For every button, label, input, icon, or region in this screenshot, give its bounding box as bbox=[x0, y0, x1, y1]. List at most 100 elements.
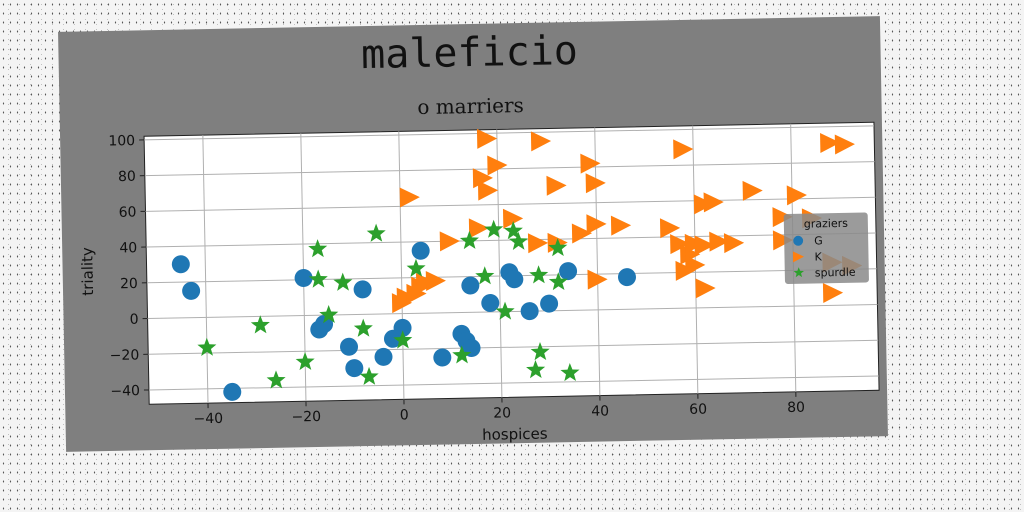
data-point bbox=[505, 270, 524, 289]
x-tick-label: 20 bbox=[493, 405, 511, 421]
data-point bbox=[197, 337, 217, 356]
data-point bbox=[703, 192, 724, 213]
data-point bbox=[540, 294, 559, 313]
data-point bbox=[587, 269, 608, 290]
data-point bbox=[315, 315, 334, 334]
data-point bbox=[772, 230, 794, 251]
data-point bbox=[503, 221, 523, 240]
legend-entry: spurdle bbox=[815, 266, 856, 280]
plot-background bbox=[143, 121, 880, 405]
x-axis-label: hospices bbox=[482, 425, 548, 444]
data-point bbox=[266, 370, 286, 389]
data-point bbox=[406, 258, 426, 277]
data-point bbox=[742, 180, 763, 201]
data-point bbox=[487, 155, 508, 176]
y-gridline bbox=[144, 161, 875, 177]
data-point bbox=[610, 215, 632, 236]
x-tick-label: 80 bbox=[787, 400, 805, 416]
data-point bbox=[374, 347, 393, 366]
data-point bbox=[529, 265, 549, 284]
data-point bbox=[484, 219, 504, 238]
data-point bbox=[399, 187, 420, 208]
data-point bbox=[171, 255, 190, 274]
x-gridline bbox=[594, 127, 601, 396]
data-point bbox=[459, 230, 479, 250]
legend-title: graziers bbox=[804, 217, 849, 231]
data-point bbox=[695, 278, 716, 299]
data-point bbox=[468, 218, 490, 239]
data-point bbox=[366, 223, 386, 242]
x-tick-label: −40 bbox=[193, 411, 223, 428]
data-point bbox=[527, 233, 549, 254]
data-point bbox=[659, 218, 681, 239]
x-tick-label: 40 bbox=[591, 403, 609, 419]
data-point bbox=[502, 208, 524, 229]
y-tick-label: 40 bbox=[119, 240, 137, 256]
data-point bbox=[353, 318, 373, 337]
y-axis-label: triality bbox=[78, 247, 97, 296]
y-gridline bbox=[148, 339, 879, 355]
data-point bbox=[182, 281, 201, 300]
y-gridline bbox=[144, 125, 875, 141]
data-point bbox=[786, 185, 807, 206]
y-gridline bbox=[145, 196, 876, 212]
data-point bbox=[411, 241, 430, 260]
x-tick-label: 0 bbox=[400, 407, 409, 423]
x-gridline bbox=[692, 125, 699, 394]
data-point bbox=[617, 268, 636, 287]
data-point bbox=[571, 223, 593, 244]
chart-figure: maleficio o marriers −40 −20 0 20 40 60 80 −40−… bbox=[58, 16, 888, 452]
data-point bbox=[546, 175, 567, 196]
data-point bbox=[393, 318, 412, 337]
data-point bbox=[333, 272, 353, 291]
data-point bbox=[772, 207, 793, 228]
y-tick-label: 0 bbox=[130, 312, 139, 328]
data-point bbox=[820, 132, 841, 153]
series-K bbox=[391, 128, 863, 314]
data-point bbox=[439, 231, 460, 252]
x-tick-label: 60 bbox=[689, 402, 707, 418]
legend-marker bbox=[793, 235, 804, 246]
y-gridline bbox=[147, 303, 878, 320]
data-point bbox=[530, 342, 550, 361]
data-point bbox=[585, 173, 606, 194]
data-point bbox=[822, 283, 844, 304]
y-tick-label: 80 bbox=[118, 169, 136, 185]
y-tick-label: −40 bbox=[110, 383, 140, 400]
y-tick-label: 20 bbox=[120, 276, 138, 292]
data-point bbox=[223, 382, 242, 401]
y-tick-label: −20 bbox=[110, 347, 140, 364]
data-point bbox=[433, 348, 452, 367]
legend-box bbox=[783, 212, 869, 284]
data-point bbox=[452, 345, 472, 364]
data-point bbox=[345, 359, 364, 378]
data-point bbox=[319, 304, 339, 324]
plot-area: −40 −20 0 20 40 60 80 −40 −20 0 20 40 60 80 100 bbox=[108, 121, 880, 428]
data-point bbox=[475, 266, 495, 285]
legend-marker bbox=[792, 251, 804, 263]
data-point bbox=[477, 180, 499, 201]
data-point bbox=[461, 276, 480, 295]
data-point bbox=[548, 238, 568, 257]
data-point bbox=[250, 315, 270, 334]
series-spurdle bbox=[197, 219, 580, 389]
data-point bbox=[723, 233, 745, 254]
data-point bbox=[548, 272, 568, 291]
data-point bbox=[670, 234, 691, 255]
data-point bbox=[353, 280, 372, 299]
data-point bbox=[495, 301, 515, 320]
data-point bbox=[481, 293, 500, 312]
data-point bbox=[308, 269, 328, 288]
y-gridline bbox=[148, 375, 879, 391]
data-point bbox=[526, 360, 546, 379]
x-gridline bbox=[202, 135, 209, 404]
x-gridline bbox=[496, 129, 503, 398]
data-point bbox=[560, 362, 580, 382]
data-point bbox=[294, 268, 313, 287]
data-point bbox=[834, 134, 855, 155]
data-point bbox=[340, 337, 359, 356]
data-point bbox=[709, 231, 730, 252]
data-point bbox=[476, 128, 498, 149]
x-tick-label: −20 bbox=[291, 409, 321, 426]
